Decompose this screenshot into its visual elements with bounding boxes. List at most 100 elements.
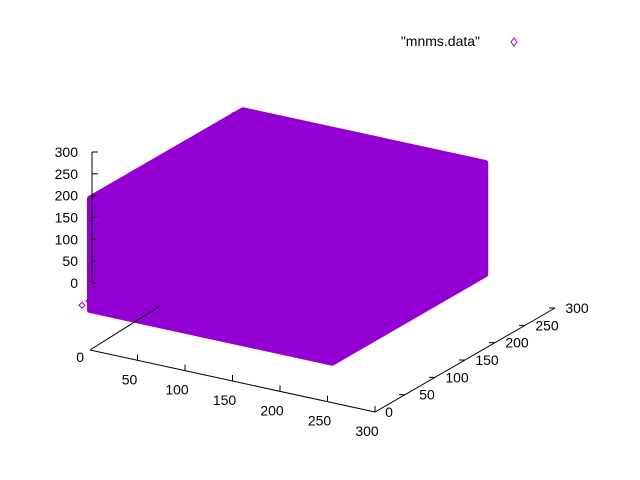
y-axis-tick-label: 50 <box>419 387 435 403</box>
data-point <box>219 178 227 186</box>
data-point <box>464 178 472 186</box>
data-point <box>447 185 455 193</box>
data-point <box>465 183 474 191</box>
data-point <box>100 217 109 225</box>
data-point <box>167 264 176 273</box>
data-point <box>363 145 372 153</box>
data-point <box>466 255 474 263</box>
data-point <box>324 329 332 338</box>
data-point <box>216 251 224 260</box>
data-point <box>97 274 105 282</box>
data-point <box>437 183 445 191</box>
data-point <box>254 288 263 297</box>
data-point <box>328 232 336 241</box>
data-point <box>129 258 138 266</box>
data-point <box>392 151 400 159</box>
data-point <box>155 177 164 186</box>
data-point <box>117 269 125 278</box>
data-point <box>271 157 280 166</box>
data-point <box>281 252 290 261</box>
data-point <box>199 199 207 207</box>
data-point <box>208 274 216 282</box>
data-point <box>156 231 164 239</box>
data-point <box>465 264 473 272</box>
y-axis-tick-label: 100 <box>445 369 469 385</box>
data-point <box>193 209 201 218</box>
data-point <box>198 131 206 140</box>
data-point <box>461 185 469 194</box>
data-point <box>321 126 329 134</box>
data-point <box>188 204 197 212</box>
data-point <box>333 196 341 204</box>
data-point <box>101 197 110 206</box>
data-point <box>426 270 434 279</box>
data-point <box>292 184 300 192</box>
data-point <box>259 314 268 323</box>
data-point <box>207 131 215 139</box>
data-point <box>336 200 344 208</box>
data-point <box>445 273 453 282</box>
data-point <box>336 140 345 148</box>
data-point <box>403 247 411 255</box>
data-point <box>349 257 358 265</box>
data-point <box>215 224 223 232</box>
data-point <box>336 335 344 343</box>
data-point <box>121 278 129 287</box>
data-point <box>468 226 477 234</box>
data-point <box>177 258 186 267</box>
data-point <box>224 300 232 308</box>
data-point <box>99 196 108 205</box>
data-point <box>401 244 409 252</box>
data-point <box>446 218 454 227</box>
data-point <box>134 220 142 228</box>
data-point <box>404 146 413 154</box>
data-point <box>363 297 372 305</box>
data-point <box>307 132 315 140</box>
data-point <box>247 165 256 174</box>
data-point <box>154 195 162 204</box>
data-point <box>308 205 316 213</box>
data-point <box>412 186 420 195</box>
data-point <box>347 332 355 340</box>
data-point <box>169 233 177 242</box>
data-point <box>172 169 180 178</box>
data-point <box>223 200 232 209</box>
data-point <box>404 259 413 268</box>
data-point <box>242 155 250 164</box>
data-point <box>209 266 218 274</box>
data-point <box>178 187 186 195</box>
data-point <box>277 312 286 320</box>
data-point <box>344 178 352 187</box>
data-point <box>134 255 142 264</box>
data-point <box>136 204 144 212</box>
data-point <box>411 150 419 159</box>
data-point <box>172 250 181 259</box>
legend-label: "mnms.data" <box>401 33 480 49</box>
data-point <box>419 269 427 278</box>
data-point <box>341 277 349 286</box>
data-point <box>382 226 390 235</box>
data-point <box>293 167 302 175</box>
data-point <box>391 316 400 324</box>
data-point <box>177 213 185 221</box>
data-point <box>365 303 373 311</box>
data-point <box>300 143 309 152</box>
data-point <box>262 232 270 240</box>
data-point <box>438 197 446 206</box>
data-point <box>340 345 349 353</box>
data-point <box>249 264 257 272</box>
data-point <box>313 251 321 259</box>
data-point <box>314 334 322 342</box>
data-point <box>220 159 228 168</box>
data-point <box>325 201 334 209</box>
data-point <box>262 135 270 143</box>
data-point <box>179 220 187 228</box>
data-point <box>265 205 273 214</box>
data-point <box>246 324 254 332</box>
data-point <box>463 235 472 244</box>
data-point <box>308 328 317 336</box>
data-point <box>183 217 192 225</box>
x-axis-tick-label: 150 <box>213 392 237 408</box>
data-point <box>230 118 239 126</box>
data-point <box>430 235 438 244</box>
